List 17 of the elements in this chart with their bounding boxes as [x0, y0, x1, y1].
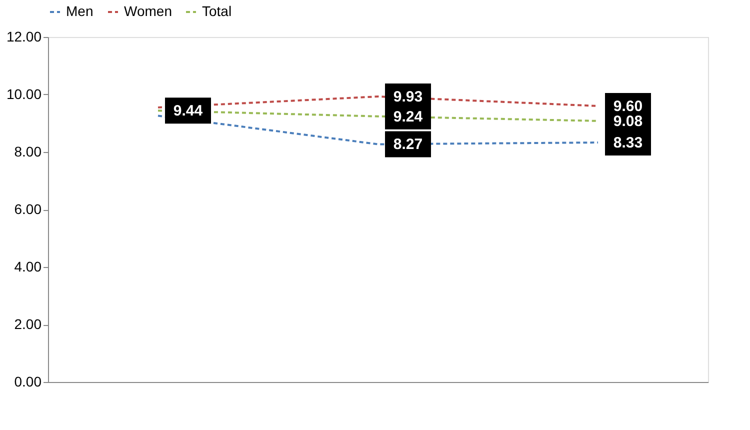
- legend-label: Total: [202, 3, 232, 19]
- y-tick-label: 10.00: [6, 86, 42, 102]
- y-tick-label: 2.00: [14, 316, 42, 332]
- y-tick-label: 8.00: [14, 144, 42, 160]
- y-tick-label: 12.00: [6, 28, 42, 44]
- data-label: 9.08: [613, 112, 643, 130]
- y-tick-label: 6.00: [14, 201, 42, 217]
- legend-label: Women: [124, 3, 172, 19]
- y-tick-label: 0.00: [14, 374, 42, 390]
- data-label: 8.27: [393, 136, 423, 154]
- data-label: 9.44: [173, 102, 204, 120]
- y-tick-label: 4.00: [14, 258, 42, 274]
- data-label: 9.93: [393, 88, 423, 106]
- legend-label: Men: [66, 3, 94, 19]
- data-label: 9.24: [393, 108, 424, 126]
- data-label: 9.60: [613, 98, 643, 115]
- data-label: 8.33: [613, 134, 643, 152]
